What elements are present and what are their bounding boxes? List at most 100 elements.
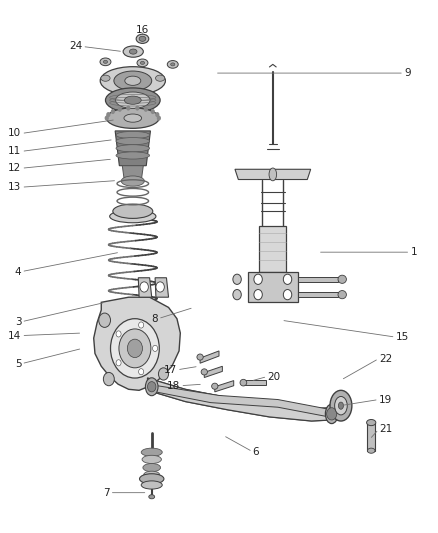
Ellipse shape [367,448,375,453]
Ellipse shape [114,71,152,91]
Circle shape [119,329,151,368]
Text: 3: 3 [15,317,21,327]
Circle shape [126,106,131,110]
Polygon shape [235,169,311,180]
Ellipse shape [137,59,148,67]
Circle shape [110,319,159,378]
Ellipse shape [106,108,159,128]
Text: 7: 7 [103,488,110,498]
Ellipse shape [101,75,110,81]
Ellipse shape [121,176,145,186]
Text: 20: 20 [267,372,280,382]
Circle shape [156,282,164,292]
Circle shape [135,106,139,110]
Ellipse shape [100,58,111,66]
Ellipse shape [338,275,346,284]
Ellipse shape [110,210,156,223]
Polygon shape [367,423,375,451]
Text: 8: 8 [152,314,158,324]
Text: 10: 10 [8,128,21,139]
Ellipse shape [212,383,218,389]
Circle shape [138,369,144,375]
Ellipse shape [144,471,160,478]
Text: 22: 22 [379,353,392,364]
Circle shape [111,109,115,114]
Ellipse shape [143,464,161,472]
Polygon shape [244,380,266,385]
Ellipse shape [125,76,141,85]
Ellipse shape [116,152,150,159]
Text: 4: 4 [15,266,21,277]
Text: 5: 5 [15,359,21,369]
Circle shape [148,382,156,392]
Text: 1: 1 [410,247,417,257]
Text: 16: 16 [136,25,149,35]
Ellipse shape [142,455,161,464]
Ellipse shape [116,145,150,152]
Polygon shape [122,166,143,181]
Ellipse shape [269,168,277,181]
Circle shape [127,339,142,358]
Circle shape [116,360,121,366]
Ellipse shape [149,495,155,499]
Circle shape [151,109,155,114]
Circle shape [254,289,262,300]
Circle shape [144,107,148,112]
Circle shape [105,116,109,120]
Ellipse shape [367,419,376,426]
Polygon shape [148,378,332,421]
Ellipse shape [330,390,352,421]
Polygon shape [155,278,169,297]
Ellipse shape [197,354,203,360]
Ellipse shape [123,46,143,57]
Ellipse shape [140,474,164,484]
Circle shape [155,112,159,117]
Ellipse shape [113,204,153,219]
Circle shape [116,331,121,337]
Circle shape [283,274,292,285]
Text: 15: 15 [396,332,409,342]
Circle shape [140,282,148,292]
Polygon shape [94,297,180,390]
Ellipse shape [139,36,146,42]
Polygon shape [259,225,286,272]
Ellipse shape [335,397,347,415]
Text: 17: 17 [164,365,177,375]
Ellipse shape [124,96,141,104]
Text: 9: 9 [404,68,411,78]
Ellipse shape [124,114,141,122]
Text: 19: 19 [379,394,392,405]
Text: 21: 21 [379,424,392,434]
Circle shape [327,408,337,420]
Circle shape [103,373,114,386]
Polygon shape [200,351,219,363]
Polygon shape [247,272,298,302]
Ellipse shape [106,88,160,112]
Ellipse shape [116,92,150,108]
Ellipse shape [136,34,149,43]
Ellipse shape [155,75,165,81]
Ellipse shape [201,369,208,375]
Text: 13: 13 [8,182,21,192]
Ellipse shape [103,60,108,63]
Circle shape [233,289,241,300]
Ellipse shape [171,63,175,66]
Polygon shape [298,277,338,282]
Circle shape [233,274,241,285]
Polygon shape [138,278,152,297]
Circle shape [254,274,262,285]
Polygon shape [204,366,223,377]
Circle shape [118,107,122,112]
Text: 24: 24 [69,42,82,52]
Circle shape [138,322,144,328]
Circle shape [99,313,110,327]
Polygon shape [148,384,332,417]
Ellipse shape [339,402,343,409]
Polygon shape [115,131,151,166]
Text: 12: 12 [8,163,21,173]
Ellipse shape [141,481,162,489]
Circle shape [157,116,161,120]
Ellipse shape [100,67,166,95]
Polygon shape [298,292,338,297]
Ellipse shape [140,61,145,64]
